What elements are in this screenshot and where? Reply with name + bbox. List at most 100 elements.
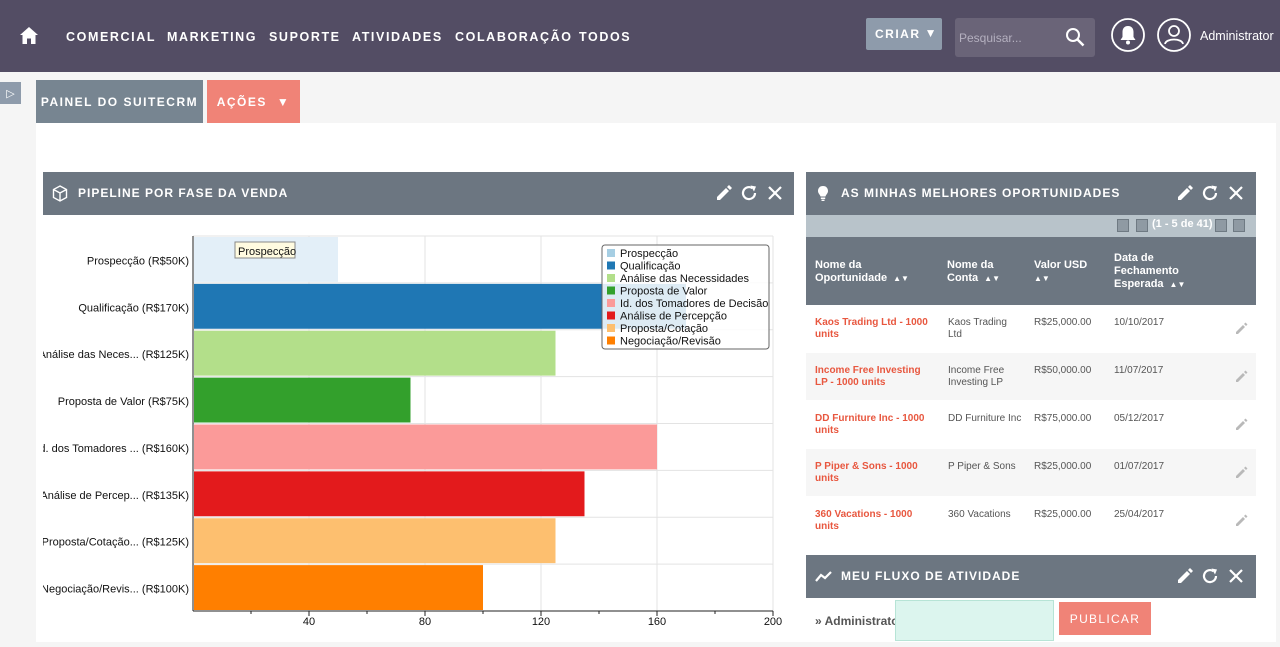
sort-icon: ▲▼ [1169,280,1186,289]
search-input[interactable]: Pesquisar... [959,31,1022,45]
nav-suporte[interactable]: SUPORTE [269,30,341,44]
bar-category-label: Negociação/Revis... (R$100K) [43,584,189,596]
account-name: Kaos Trading Ltd [948,317,1007,340]
chevron-down-icon: ▼ [924,26,938,40]
publish-button[interactable]: PUBLICAR [1059,602,1151,635]
column-value[interactable]: Valor USD ▲▼ [1034,259,1104,285]
x-tick-label: 80 [419,616,431,628]
opportunity-name-link[interactable]: P Piper & Sons - 1000 units [815,461,918,484]
chart-tooltip-text: Prospecção [238,246,296,258]
activity-user-name: Administrator [824,614,904,628]
next-page-button[interactable] [1215,219,1227,232]
home-icon[interactable] [18,25,40,47]
opportunity-value: R$25,000.00 [1034,461,1092,472]
user-menu-name[interactable]: Administrator [1200,29,1274,43]
legend-swatch [607,324,615,332]
actions-dropdown-button[interactable]: AÇÕES ▼ [207,80,300,123]
account-name: Income Free Investing LP [948,365,1005,388]
pipeline-title: PIPELINE POR FASE DA VENDA [78,186,289,200]
edit-row-icon[interactable] [1234,370,1248,384]
chart-legend-box [601,244,770,350]
column-account-name[interactable]: Nome da Conta ▲▼ [947,259,1017,285]
chart-bar[interactable] [194,565,483,610]
column-close-date[interactable]: Data de Fechamento Esperada ▲▼ [1114,252,1190,291]
legend-label: Prospecção [620,248,678,260]
sort-icon: ▲▼ [984,274,1001,283]
legend-swatch [607,299,615,307]
activity-post-input[interactable] [895,600,1054,641]
edit-row-icon[interactable] [1234,322,1248,336]
lightbulb-icon [818,186,828,201]
edit-row-icon[interactable] [1234,514,1248,528]
chart-bar[interactable] [194,518,556,564]
nav-colaboracao[interactable]: COLABORAÇÃO [455,30,573,44]
create-button[interactable]: CRIAR ▼ [866,18,942,50]
activity-user-toggle[interactable]: » Administrator [815,614,903,628]
opportunity-name-link[interactable]: Income Free Investing LP - 1000 units [815,365,921,388]
chart-bar[interactable] [194,377,411,423]
close-icon[interactable] [1227,184,1245,202]
nav-todos[interactable]: TODOS [579,30,632,44]
user-avatar-icon[interactable] [1156,17,1192,53]
chevron-down-icon: ▼ [276,94,291,109]
pagination-bar [806,215,1256,237]
opportunities-table-header: Nome da Oportunidade ▲▼ Nome da Conta ▲▼ V… [806,237,1256,305]
legend-swatch [607,286,615,295]
close-icon[interactable] [766,184,784,202]
edit-row-icon[interactable] [1234,466,1248,480]
search-field[interactable]: Pesquisar... [955,18,1095,57]
close-date: 11/07/2017 [1114,365,1164,376]
last-page-button[interactable] [1233,219,1245,232]
column-label: Nome da Oportunidade [815,259,888,284]
edit-row-icon[interactable] [1234,418,1248,432]
pipeline-dashlet-header: PIPELINE POR FASE DA VENDA [43,172,794,215]
opportunity-value: R$25,000.00 [1034,317,1092,328]
opportunities-dashlet-header: AS MINHAS MELHORES OPORTUNIDADES [806,172,1256,215]
search-icon[interactable] [1065,27,1085,47]
chart-bar[interactable] [194,330,556,376]
chart-bar[interactable] [194,471,585,517]
nav-marketing[interactable]: MARKETING [167,30,258,44]
legend-label: Proposta de Valor [620,286,708,298]
bar-category-label: Proposta de Valor (R$75K) [58,396,189,408]
double-chevron-down-icon: » [815,614,822,628]
triangle-right-icon: ▷ [6,87,15,100]
nav-atividades[interactable]: ATIVIDADES [352,30,443,44]
sort-icon: ▲▼ [1034,274,1050,283]
opportunities-title: AS MINHAS MELHORES OPORTUNIDADES [841,186,1121,200]
opportunity-value: R$75,000.00 [1034,413,1092,424]
account-name: 360 Vacations [948,509,1011,520]
account-name: DD Furniture Inc [948,413,1022,424]
opportunity-name-link[interactable]: DD Furniture Inc - 1000 units [815,413,925,436]
refresh-icon[interactable] [1201,184,1219,202]
edit-icon[interactable] [1175,184,1193,202]
activity-dashlet-header: MEU FLUXO DE ATIVIDADE [806,555,1256,598]
opportunity-name-link[interactable]: Kaos Trading Ltd - 1000 units [815,317,928,340]
tab-dashboard[interactable]: PAINEL DO SUITECRM [36,80,203,123]
column-opportunity-name[interactable]: Nome da Oportunidade ▲▼ [815,259,925,285]
sidebar-toggle-button[interactable]: ▷ [0,82,21,104]
close-icon[interactable] [1227,567,1245,585]
refresh-icon[interactable] [740,184,758,202]
nav-comercial[interactable]: COMERCIAL [66,30,157,44]
sort-icon: ▲▼ [893,274,909,283]
legend-label: Qualificação [620,261,681,273]
legend-swatch [607,274,615,282]
edit-icon[interactable] [1175,567,1193,585]
x-tick-label: 160 [648,616,666,628]
edit-icon[interactable] [714,184,732,202]
legend-swatch [607,249,615,257]
chart-bar[interactable] [194,424,657,470]
first-page-button[interactable] [1117,219,1129,232]
close-date: 25/04/2017 [1114,509,1165,520]
notification-bell-icon[interactable] [1110,17,1146,53]
create-button-label: CRIAR [875,27,921,41]
pagination-count: (1 - 5 de 41) [1152,218,1213,230]
opportunity-name-link[interactable]: 360 Vacations - 1000 units [815,509,913,532]
pipeline-chart: Prospecção (R$50K) Qualificação (R$170K) A… [39,235,782,628]
actions-label: AÇÕES [216,94,267,109]
previous-page-button[interactable] [1136,219,1148,232]
table-row: Kaos Trading Ltd - 1000 units Kaos Tradin… [806,305,1256,352]
refresh-icon[interactable] [1201,567,1219,585]
table-row: 360 Vacations - 1000 units 360 Vacations R… [806,497,1256,544]
